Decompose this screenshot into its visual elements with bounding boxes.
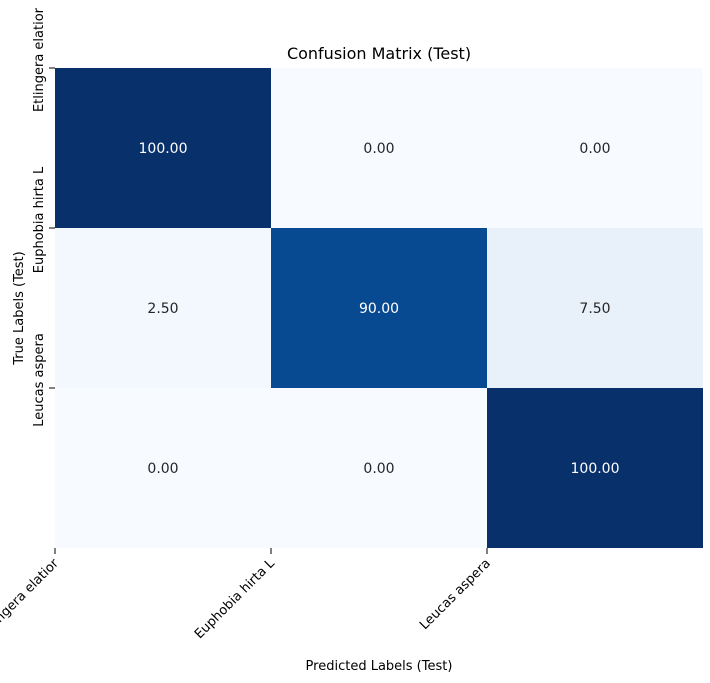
heatmap-cell	[487, 228, 703, 388]
cell-value-label: 0.00	[363, 141, 394, 157]
cell-value-label: 0.00	[147, 461, 178, 477]
heatmap-cell	[487, 68, 703, 228]
x-axis-label: Predicted Labels (Test)	[306, 659, 453, 674]
y-axis-label: True Labels (Test)	[12, 251, 27, 365]
x-tick-label: Euphobia hirta L	[192, 556, 278, 642]
heatmap-cell	[271, 68, 487, 228]
cell-value-label: 100.00	[571, 461, 620, 477]
cell-value-label: 100.00	[139, 141, 188, 157]
heatmap-cell	[55, 388, 271, 548]
x-axis: Etlingera elatior Euphobia hirta L Leucas …	[0, 548, 494, 642]
heatmap-cell-labels: 100.00 0.00 0.00 2.50 90.00 7.50 0.00 0.00 100.0…	[139, 141, 620, 477]
y-tick-label: Euphobia hirta L	[32, 166, 47, 273]
y-tick-label: Leucas aspera	[32, 333, 47, 427]
y-axis: Etlingera elatior Euphobia hirta L Leucas …	[32, 7, 55, 427]
x-tick-label: Etlingera elatior	[0, 556, 62, 641]
y-tick-label: Etlingera elatior	[32, 7, 47, 112]
heatmap-cell	[55, 68, 271, 228]
cell-value-label: 2.50	[147, 301, 178, 317]
cell-value-label: 0.00	[363, 461, 394, 477]
x-tick-label: Leucas aspera	[417, 556, 494, 633]
cell-value-label: 90.00	[359, 301, 399, 317]
heatmap-cell	[271, 388, 487, 548]
chart-title: Confusion Matrix (Test)	[287, 44, 471, 63]
heatmap-cell	[271, 228, 487, 388]
cell-value-label: 0.00	[579, 141, 610, 157]
heatmap-cells	[55, 68, 703, 548]
heatmap-cell	[55, 228, 271, 388]
cell-value-label: 7.50	[579, 301, 610, 317]
heatmap-cell	[487, 388, 703, 548]
